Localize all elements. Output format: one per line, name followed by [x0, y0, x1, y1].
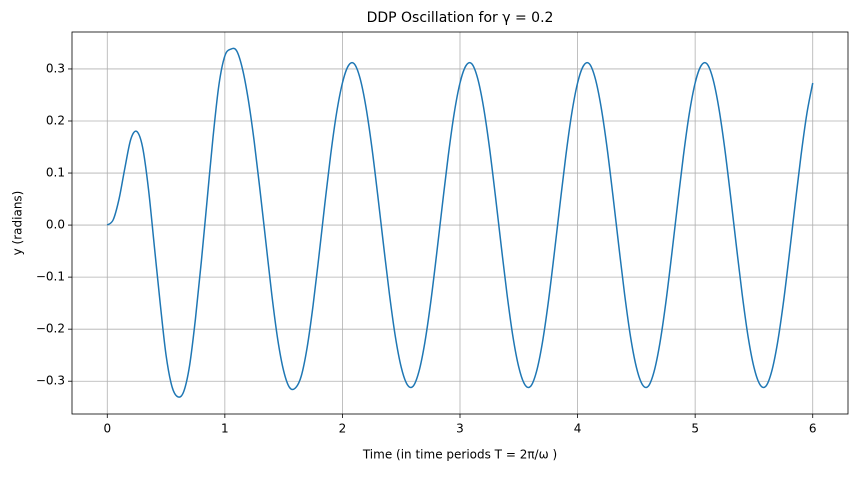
x-tick-label: 3: [456, 422, 464, 436]
y-tick-label: −0.2: [36, 322, 65, 336]
y-tick-label: 0.1: [46, 166, 65, 180]
y-tick-label: 0.2: [46, 113, 65, 127]
x-tick-label: 6: [809, 422, 817, 436]
x-tick-label: 2: [339, 422, 347, 436]
y-axis-label: y (radians): [11, 191, 25, 256]
x-tick-label: 4: [574, 422, 582, 436]
chart-title: DDP Oscillation for γ = 0.2: [367, 10, 554, 26]
x-tick-label: 1: [221, 422, 229, 436]
x-tick-label: 0: [103, 422, 111, 436]
y-tick-label: −0.3: [36, 374, 65, 388]
x-axis-label: Time (in time periods T = 2π/ω ): [362, 448, 557, 462]
y-tick-label: 0.3: [46, 61, 65, 75]
plot-frame: [71, 31, 849, 415]
y-tick-label: 0.0: [46, 218, 65, 232]
y-tick-label: −0.1: [36, 270, 65, 284]
data-line: [106, 47, 814, 398]
x-tick-label: 5: [691, 422, 699, 436]
